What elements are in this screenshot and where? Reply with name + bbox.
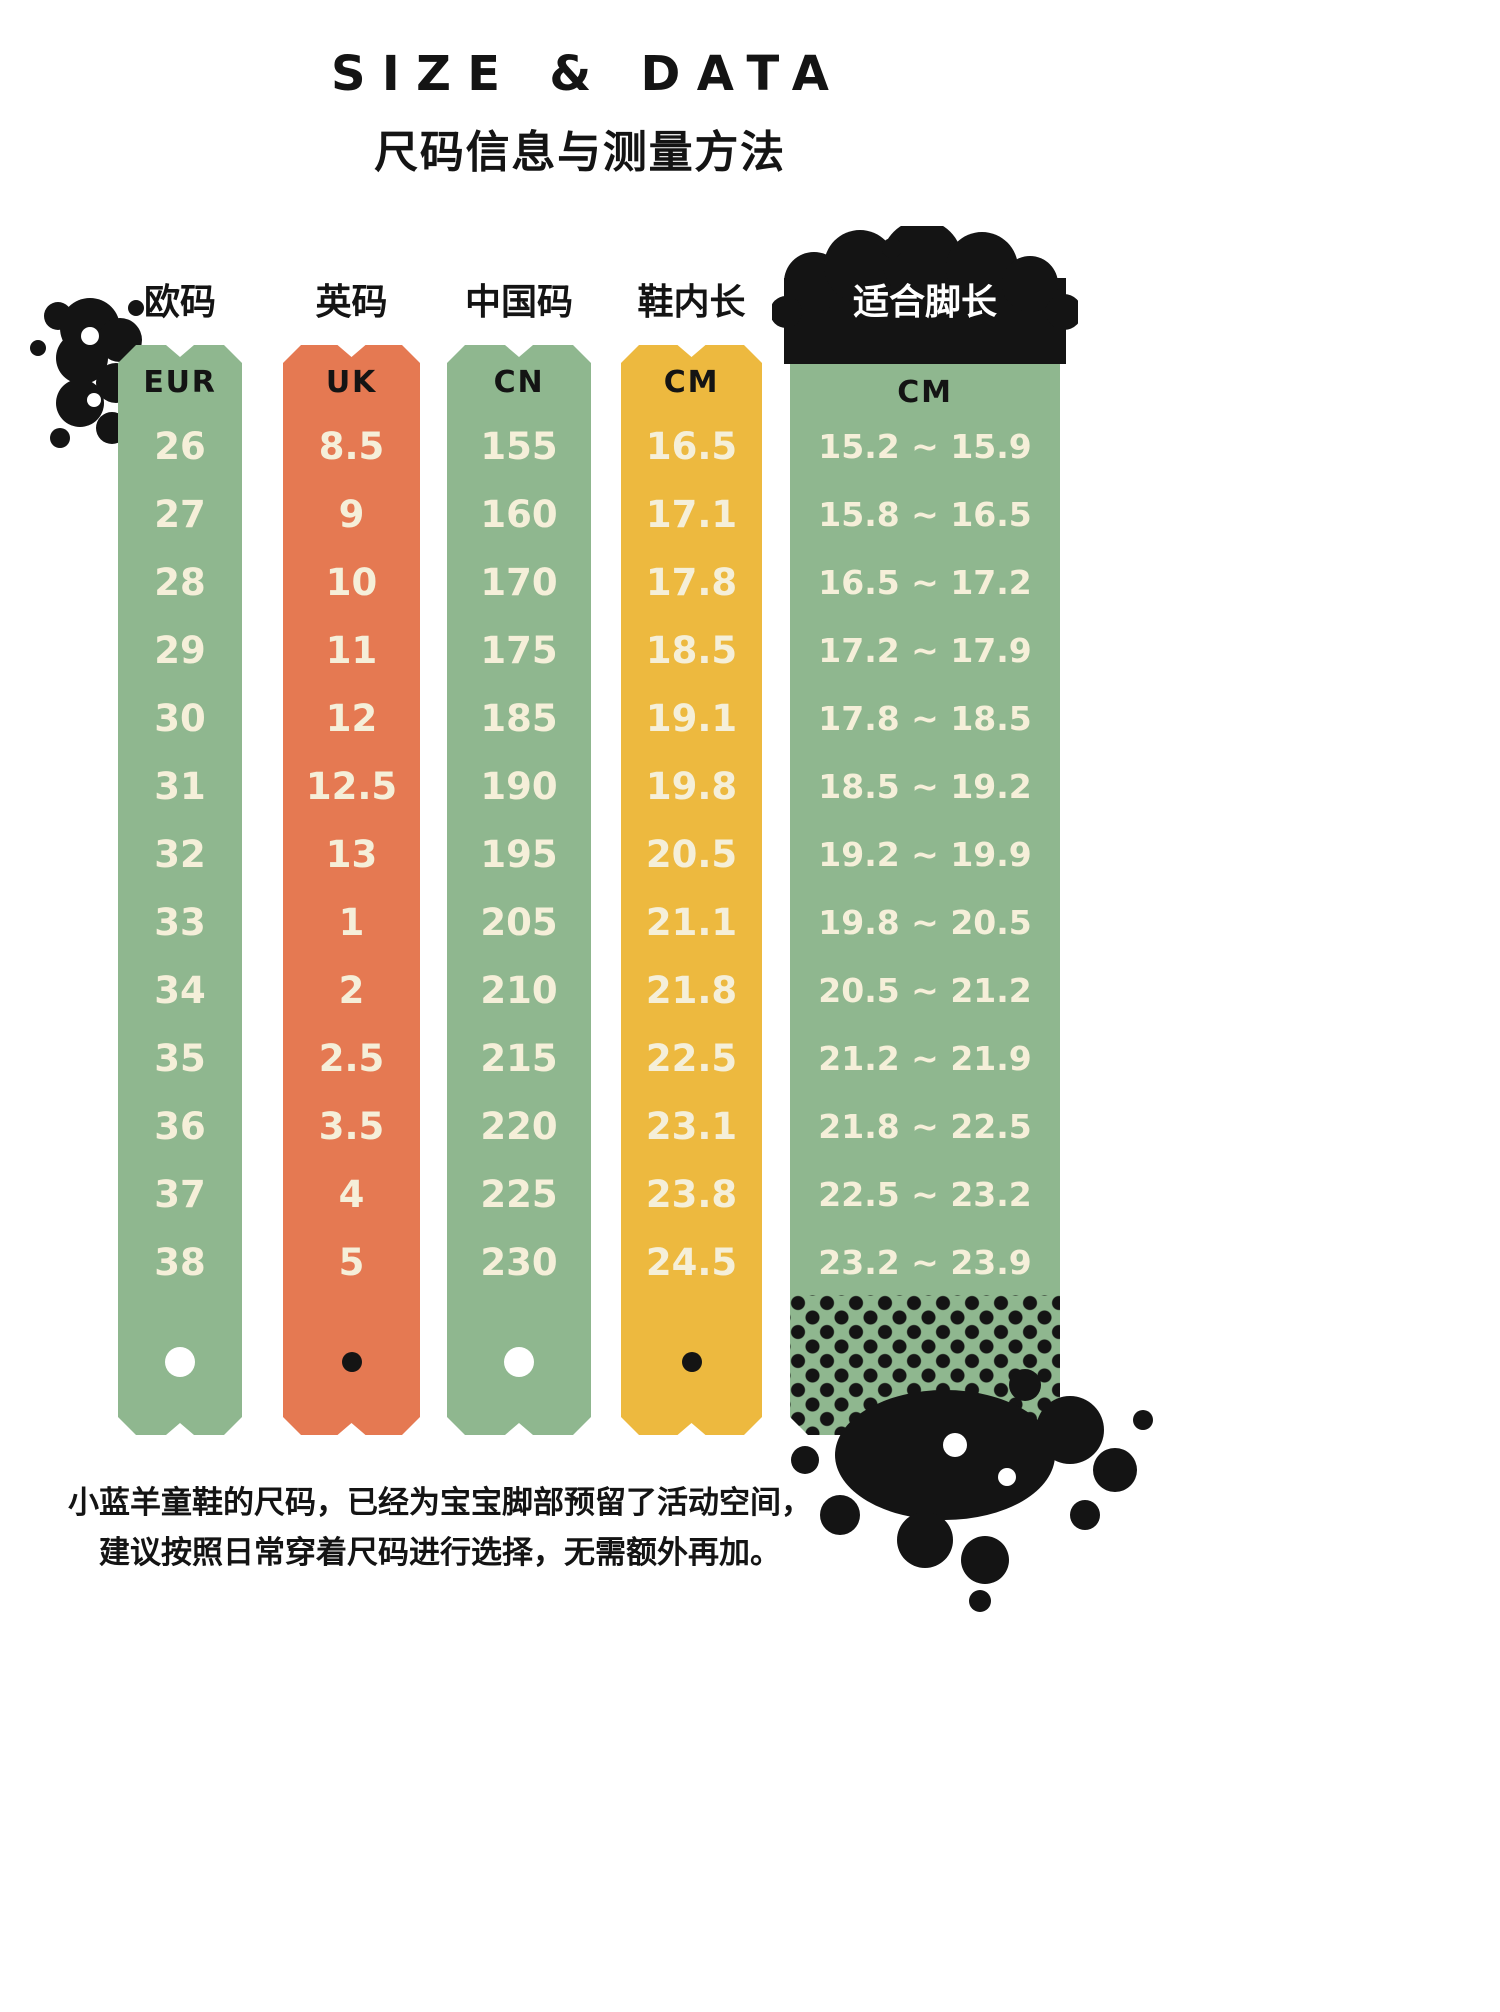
page-title: SIZE & DATA (331, 46, 846, 102)
size-value: 190 (480, 765, 558, 808)
unit-label: CM (897, 375, 953, 410)
size-tag-uk: UK 8.5 9 10 11 12 12.5 13 1 2 2.5 3.5 4 5 (283, 345, 420, 1435)
size-value: 22.5 ~ 23.2 (818, 1175, 1032, 1214)
size-value: 9 (338, 493, 365, 536)
value-list: 8.5 9 10 11 12 12.5 13 1 2 2.5 3.5 4 5 (283, 413, 420, 1297)
column-label-insole: 鞋内长 (637, 282, 746, 323)
size-value: 2 (338, 969, 365, 1012)
size-value: 20.5 ~ 21.2 (818, 971, 1032, 1010)
size-tag-insole: CM 16.5 17.1 17.8 18.5 19.1 19.8 20.5 21.1 21.8 2… (621, 345, 762, 1435)
size-value: 24.5 (645, 1241, 738, 1284)
size-value: 33 (154, 901, 206, 944)
size-value: 15.8 ~ 16.5 (818, 495, 1032, 534)
size-value: 29 (154, 629, 206, 672)
size-value: 23.1 (645, 1105, 738, 1148)
size-value: 21.8 ~ 22.5 (818, 1107, 1032, 1146)
size-value: 4 (338, 1173, 365, 1216)
size-value: 3.5 (318, 1105, 385, 1148)
column-label-cn: 中国码 (464, 282, 573, 323)
size-value: 195 (480, 833, 558, 876)
size-value: 34 (154, 969, 206, 1012)
size-value: 27 (154, 493, 206, 536)
size-value: 21.1 (645, 901, 738, 944)
size-value: 170 (480, 561, 558, 604)
size-value: 21.2 ~ 21.9 (818, 1039, 1032, 1078)
size-value: 37 (154, 1173, 206, 1216)
column-label-foot-length: 适合脚长 (852, 282, 997, 323)
size-value: 19.2 ~ 19.9 (818, 835, 1032, 874)
size-value: 230 (480, 1241, 558, 1284)
size-value: 12 (325, 697, 378, 740)
value-list: 155 160 170 175 185 190 195 205 210 215 220 225 230 (447, 413, 591, 1297)
unit-label: CM (663, 365, 720, 400)
size-value: 23.2 ~ 23.9 (818, 1243, 1032, 1282)
size-value: 220 (480, 1105, 558, 1148)
unit-label: EUR (143, 365, 217, 400)
size-value: 225 (480, 1173, 558, 1216)
size-value: 36 (154, 1105, 206, 1148)
size-value: 15.2 ~ 15.9 (818, 427, 1032, 466)
size-value: 32 (154, 833, 206, 876)
size-value: 11 (325, 629, 378, 672)
tag-hole-icon (504, 1347, 534, 1377)
size-value: 160 (480, 493, 558, 536)
size-value: 28 (154, 561, 206, 604)
footer-note: 小蓝羊童鞋的尺码，已经为宝宝脚部预留了活动空间， 建议按照日常穿着尺码进行选择，… (55, 1478, 825, 1578)
footer-note-line1: 小蓝羊童鞋的尺码，已经为宝宝脚部预留了活动空间， (68, 1485, 812, 1521)
unit-label: UK (325, 365, 378, 400)
size-value: 5 (338, 1241, 365, 1284)
size-value: 17.8 (645, 561, 738, 604)
size-value: 17.8 ~ 18.5 (818, 699, 1032, 738)
size-value: 10 (325, 561, 378, 604)
size-value: 8.5 (318, 425, 385, 468)
size-tag-foot-length: CM 15.2 ~ 15.9 15.8 ~ 16.5 16.5 ~ 17.2 17.2… (790, 345, 1060, 1435)
unit-label: CN (493, 365, 545, 400)
size-value: 16.5 (645, 425, 738, 468)
size-value: 16.5 ~ 17.2 (818, 563, 1032, 602)
size-value: 31 (154, 765, 206, 808)
size-value: 19.1 (645, 697, 738, 740)
value-list: 16.5 17.1 17.8 18.5 19.1 19.8 20.5 21.1 21.8 22.5… (621, 413, 762, 1297)
footer-note-line2: 建议按照日常穿着尺码进行选择，无需额外再加。 (99, 1535, 781, 1572)
size-value: 18.5 (645, 629, 738, 672)
size-value: 185 (480, 697, 558, 740)
column-label-uk: 英码 (315, 282, 388, 323)
size-value: 17.1 (645, 493, 738, 536)
size-value: 215 (480, 1037, 558, 1080)
ink-splat-top-left-icon (30, 298, 144, 448)
size-value: 2.5 (318, 1037, 385, 1080)
size-value: 26 (154, 425, 206, 468)
size-value: 155 (480, 425, 558, 468)
size-value: 13 (325, 833, 378, 876)
page-subtitle: 尺码信息与测量方法 (374, 127, 786, 178)
column-label-eur: 欧码 (143, 282, 216, 323)
size-value: 21.8 (645, 969, 738, 1012)
value-list: 15.2 ~ 15.9 15.8 ~ 16.5 16.5 ~ 17.2 17.2 ~ … (790, 413, 1060, 1297)
tag-hole-icon (682, 1352, 702, 1372)
size-value: 23.8 (645, 1173, 738, 1216)
size-value: 19.8 (645, 765, 738, 808)
value-list: 26 27 28 29 30 31 32 33 34 35 36 37 38 (118, 413, 242, 1297)
size-value: 38 (154, 1241, 206, 1284)
size-value: 205 (480, 901, 558, 944)
size-value: 18.5 ~ 19.2 (818, 767, 1032, 806)
size-value: 1 (338, 901, 365, 944)
ink-splat-header-icon (772, 226, 1078, 364)
size-value: 20.5 (645, 833, 738, 876)
size-value: 22.5 (645, 1037, 738, 1080)
ink-splat-bottom-right-icon (791, 1369, 1153, 1612)
size-tag-cn: CN 155 160 170 175 185 190 195 205 210 215 220 225 2… (447, 345, 591, 1435)
size-value: 175 (480, 629, 558, 672)
tag-hole-icon (342, 1352, 362, 1372)
tag-hole-icon (165, 1347, 195, 1377)
size-value: 35 (154, 1037, 206, 1080)
size-value: 19.8 ~ 20.5 (818, 903, 1032, 942)
size-value: 30 (154, 697, 206, 740)
size-tag-eur: EUR 26 27 28 29 30 31 32 33 34 35 36 37 38 (118, 345, 242, 1435)
size-value: 17.2 ~ 17.9 (818, 631, 1032, 670)
size-value: 12.5 (305, 765, 398, 808)
size-value: 210 (480, 969, 558, 1012)
